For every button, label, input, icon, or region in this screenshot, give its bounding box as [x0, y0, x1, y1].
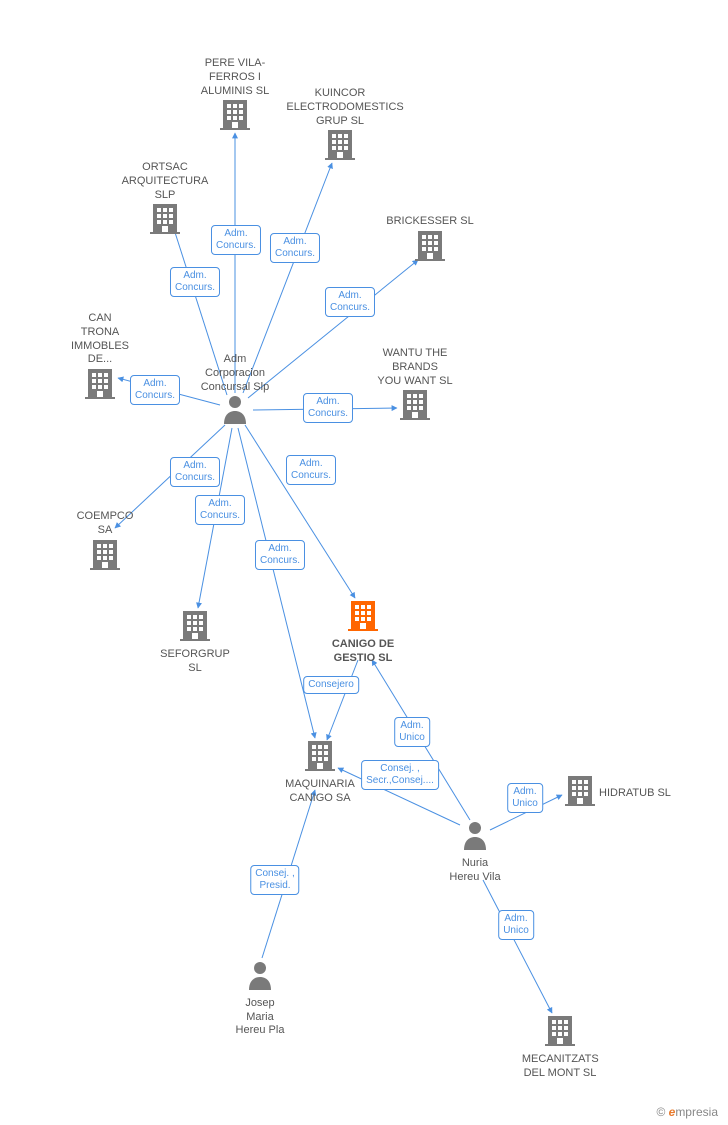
node-label: SEFORGRUP SL [154, 648, 236, 676]
edge-label-adm-wantu: Adm. Concurs. [303, 393, 353, 423]
person-icon [222, 415, 248, 427]
building-icon [220, 121, 250, 133]
node-nuria[interactable]: Nuria Hereu Vila [440, 820, 510, 884]
edge-label-adm-ortsac: Adm. Concurs. [170, 267, 220, 297]
node-kuincor[interactable]: KUINCOR ELECTRODOMESTICS GRUP SL [286, 85, 393, 165]
edge-label-adm-seforgrup: Adm. Concurs. [195, 495, 245, 525]
edge-label-adm-coempco: Adm. Concurs. [170, 457, 220, 487]
node-adm[interactable]: Adm Corporacion Concursal Slp [191, 351, 280, 429]
edge-label-adm-cantrona: Adm. Concurs. [130, 375, 180, 405]
node-seforgrup[interactable]: SEFORGRUP SL [154, 609, 236, 675]
copyright-symbol: © [656, 1105, 665, 1119]
building-icon [565, 774, 595, 811]
node-brickesser[interactable]: BRICKESSER SL [383, 213, 478, 266]
edge-label-nuria-mecanitzats: Adm. Unico [498, 910, 534, 940]
node-ortsac[interactable]: ORTSAC ARQUITECTURA SLP [111, 159, 218, 239]
footer: © empresia [656, 1105, 718, 1119]
node-label: WANTU THE BRANDS YOU WANT SL [377, 347, 453, 388]
building-icon [305, 762, 335, 774]
edge-label-nuria-canigo: Adm. Unico [394, 717, 430, 747]
edge-label-nuria-maquinaria: Consej. , Secr.,Consej.... [361, 760, 439, 790]
node-label: HIDRATUB SL [599, 787, 671, 801]
node-josep[interactable]: Josep Maria Hereu Pla [228, 960, 292, 1038]
building-icon [150, 225, 180, 237]
person-icon [462, 841, 488, 853]
node-coempco[interactable]: COEMPCO SA [70, 508, 140, 574]
edge-label-adm-pere: Adm. Concurs. [211, 225, 261, 255]
edge-label-canigo-maquinaria: Consejero [303, 676, 359, 694]
node-label: Josep Maria Hereu Pla [228, 997, 292, 1038]
node-mecanitzats[interactable]: MECANITZATS DEL MONT SL [522, 1014, 598, 1080]
node-canigo[interactable]: CANIGO DE GESTIO SL [331, 599, 395, 665]
building-icon [325, 151, 355, 163]
node-label: PERE VILA- FERROS I ALUMINIS SL [197, 57, 273, 98]
edge-label-adm-kuincor: Adm. Concurs. [270, 233, 320, 263]
edge-canigo-maquinaria [327, 660, 358, 740]
node-label: KUINCOR ELECTRODOMESTICS GRUP SL [286, 87, 393, 128]
edge-label-adm-maquinaria: Adm. Concurs. [255, 540, 305, 570]
edge-label-adm-brickesser: Adm. Concurs. [325, 287, 375, 317]
building-icon [545, 1037, 575, 1049]
brand-rest: mpresia [675, 1105, 718, 1119]
person-icon [247, 981, 273, 993]
node-label: ORTSAC ARQUITECTURA SLP [111, 161, 218, 202]
node-label: MECANITZATS DEL MONT SL [522, 1053, 598, 1081]
node-label: Nuria Hereu Vila [440, 857, 510, 885]
node-maquinaria[interactable]: MAQUINARIA CANIGO SA [285, 739, 355, 805]
building-icon [180, 632, 210, 644]
node-label: Adm Corporacion Concursal Slp [191, 353, 280, 394]
node-label: BRICKESSER SL [383, 215, 478, 229]
node-hidratub[interactable]: HIDRATUB SL [565, 774, 679, 811]
edge-nuria-mecanitzats [483, 880, 552, 1013]
building-icon [415, 252, 445, 264]
node-wantu[interactable]: WANTU THE BRANDS YOU WANT SL [377, 345, 453, 425]
node-label: COEMPCO SA [70, 510, 140, 538]
edge-label-nuria-hidratub: Adm. Unico [507, 783, 543, 813]
edge-label-adm-canigo: Adm. Concurs. [286, 455, 336, 485]
building-icon [85, 390, 115, 402]
node-label: CAN TRONA IMMOBLES DE... [68, 312, 132, 367]
building-icon [400, 411, 430, 423]
building-icon [90, 561, 120, 573]
node-label: CANIGO DE GESTIO SL [331, 638, 395, 666]
node-cantrona[interactable]: CAN TRONA IMMOBLES DE... [68, 310, 132, 404]
edge-adm-canigo [245, 425, 355, 598]
node-label: MAQUINARIA CANIGO SA [285, 778, 355, 806]
building-icon [348, 622, 378, 634]
edge-label-josep-maquinaria: Consej. , Presid. [250, 865, 299, 895]
node-pere[interactable]: PERE VILA- FERROS I ALUMINIS SL [197, 55, 273, 135]
